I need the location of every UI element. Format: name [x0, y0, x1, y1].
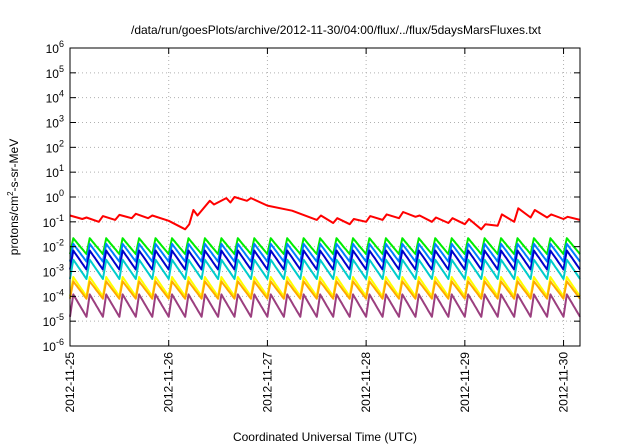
x-tick-label: 2012-11-26	[162, 352, 176, 413]
y-tick-base: 10	[46, 92, 60, 106]
y-axis-label-sup: 2	[6, 191, 15, 196]
x-tick-label: 2012-11-30	[557, 352, 571, 413]
y-tick-base: 10	[46, 166, 60, 180]
y-tick-label: 103	[46, 114, 64, 131]
y-tick-label: 102	[46, 138, 64, 155]
y-tick-label: 100	[46, 188, 64, 205]
y-axis-label-base: protons/cm	[7, 196, 21, 255]
y-tick-exponent: -1	[56, 213, 64, 223]
y-tick-exponent: -6	[56, 337, 64, 347]
x-tick-label: 2012-11-28	[359, 352, 373, 413]
y-tick-base: 10	[43, 340, 57, 354]
x-tick-label: 2012-11-25	[63, 352, 77, 413]
y-tick-exponent: -3	[56, 263, 64, 273]
data-series	[69, 196, 581, 318]
y-tick-exponent: -4	[56, 287, 64, 297]
y-tick-exponent: 1	[59, 163, 64, 173]
y-tick-label: 10-5	[43, 312, 64, 329]
series-line-3	[69, 249, 581, 271]
y-tick-base: 10	[43, 290, 57, 304]
y-tick-base: 10	[46, 67, 60, 81]
y-tick-exponent: 0	[59, 188, 64, 198]
series-line-7	[69, 293, 581, 318]
y-tick-exponent: 4	[59, 89, 64, 99]
y-tick-base: 10	[43, 216, 57, 230]
series-line-4	[69, 258, 581, 280]
y-tick-base: 10	[46, 117, 60, 131]
x-tick-label: 2012-11-27	[260, 352, 274, 413]
series-line-5	[69, 276, 581, 298]
y-tick-exponent: -5	[56, 312, 64, 322]
y-tick-label: 10-6	[43, 337, 64, 354]
y-tick-label: 104	[46, 89, 64, 106]
y-tick-exponent: 6	[59, 39, 64, 49]
x-axis-ticks: 2012-11-25 2012-11-26 2012-11-27 2012-11-28…	[63, 48, 571, 413]
x-axis-label: Coordinated Universal Time (UTC)	[233, 430, 417, 444]
y-tick-exponent: 2	[59, 138, 64, 148]
y-tick-label: 10-2	[43, 238, 64, 255]
y-tick-exponent: -2	[56, 238, 64, 248]
y-tick-base: 10	[46, 141, 60, 155]
chart-title: /data/run/goesPlots/archive/2012-11-30/0…	[131, 23, 542, 37]
y-tick-base: 10	[43, 315, 57, 329]
y-tick-label: 10-3	[43, 263, 64, 280]
y-tick-base: 10	[46, 191, 60, 205]
series-line-0	[69, 196, 581, 231]
y-tick-exponent: 3	[59, 114, 64, 124]
y-axis-ticks: 10-610-510-410-310-210-11001011021031041…	[43, 39, 580, 354]
y-tick-base: 10	[43, 266, 57, 280]
y-tick-label: 101	[46, 163, 64, 180]
y-tick-exponent: 5	[59, 64, 64, 74]
y-axis-label: protons/cm2-s-sr-MeV	[6, 139, 21, 255]
y-tick-label: 106	[46, 39, 64, 56]
y-tick-base: 10	[46, 42, 60, 56]
series-line-2	[69, 242, 581, 263]
y-tick-label: 10-1	[43, 213, 64, 230]
y-tick-label: 105	[46, 64, 64, 81]
y-axis-label-rest: -s-sr-MeV	[7, 139, 21, 192]
x-tick-label: 2012-11-29	[458, 352, 472, 413]
series-line-1	[69, 237, 581, 256]
y-tick-base: 10	[43, 241, 57, 255]
series-line-6	[69, 280, 581, 300]
y-tick-label: 10-4	[43, 287, 64, 304]
